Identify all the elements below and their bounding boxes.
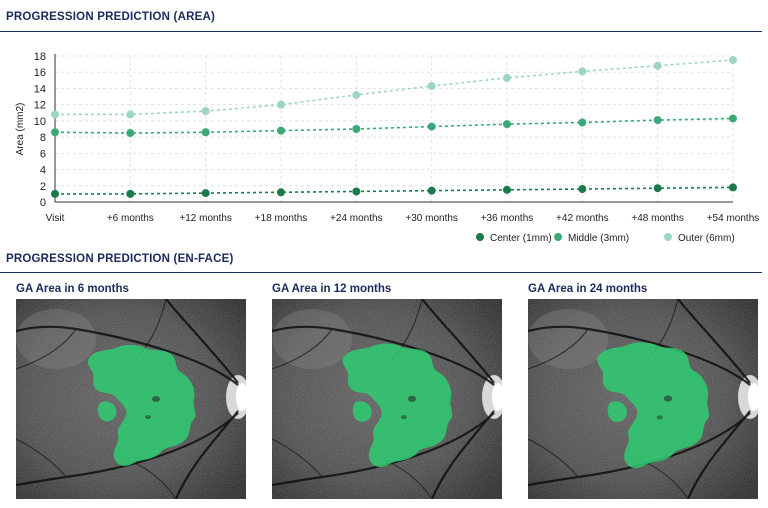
data-point	[352, 125, 361, 133]
data-point	[277, 100, 285, 109]
ga-lesion-overlay	[342, 343, 453, 468]
ga-lesion-overlay	[87, 344, 196, 466]
series-line	[54, 117, 734, 134]
legend-marker	[476, 233, 484, 241]
data-point	[126, 129, 135, 138]
section-divider	[0, 31, 762, 32]
x-tick-label: +42 months	[556, 213, 609, 224]
data-point	[653, 116, 662, 125]
y-axis-label: Area (mm2)	[15, 103, 26, 156]
data-point	[503, 120, 511, 129]
legend-marker	[664, 233, 672, 241]
data-point	[51, 110, 59, 119]
fundus-image	[272, 299, 502, 499]
panel-title: GA Area in 24 months	[528, 283, 648, 295]
x-tick-label: +30 months	[405, 213, 458, 224]
y-tick-label: 14	[34, 83, 46, 95]
data-point	[503, 73, 511, 82]
series-line	[55, 59, 734, 116]
data-point	[201, 107, 210, 116]
data-point	[427, 82, 436, 91]
data-point	[126, 189, 135, 198]
legend-label: Middle (3mm)	[568, 233, 629, 244]
enface-panel-12-months: GA Area in 12 months	[272, 283, 504, 499]
panel-title: GA Area in 12 months	[272, 283, 392, 295]
enface-panel-6-months: GA Area in 6 months	[16, 283, 248, 499]
x-tick-label: +12 months	[179, 213, 232, 224]
data-point	[201, 128, 210, 137]
data-point	[277, 126, 285, 135]
x-tick-label: +48 months	[631, 213, 684, 224]
fundus-image	[16, 299, 246, 499]
panel-title: GA Area in 6 months	[16, 283, 129, 295]
data-point	[729, 183, 737, 192]
y-tick-label: 0	[40, 197, 46, 209]
y-tick-label: 18	[34, 51, 46, 63]
y-tick-label: 4	[40, 165, 46, 177]
data-point	[503, 185, 511, 194]
y-tick-label: 2	[40, 181, 46, 193]
x-tick-label: +18 months	[255, 213, 308, 224]
section-divider	[0, 272, 762, 273]
data-point	[729, 114, 737, 123]
data-point	[653, 61, 662, 70]
data-point	[427, 122, 436, 131]
y-tick-label: 12	[34, 100, 46, 112]
section-title-area: PROGRESSION PREDICTION (AREA)	[6, 11, 215, 23]
y-tick-label: 6	[40, 148, 46, 160]
data-point	[126, 110, 135, 119]
x-tick-label: +54 months	[707, 213, 760, 224]
data-point	[729, 56, 737, 65]
x-tick-label: +36 months	[481, 213, 534, 224]
legend-marker	[554, 233, 562, 241]
section-title-enface: PROGRESSION PREDICTION (EN-FACE)	[6, 253, 234, 265]
data-point	[578, 185, 587, 194]
data-point	[653, 184, 662, 193]
data-point	[578, 67, 587, 76]
y-tick-label: 8	[40, 132, 46, 144]
y-tick-label: 10	[34, 116, 46, 128]
area-progression-chart: 0 2 4 6 8 10 12 14 16 18 Visit +6 months +12 months +…	[15, 51, 760, 244]
data-point	[352, 187, 361, 196]
x-tick-label: +24 months	[330, 213, 383, 224]
x-tick-label: Visit	[46, 213, 65, 224]
data-point	[51, 189, 59, 198]
legend-label: Center (1mm)	[490, 233, 552, 244]
legend-label: Outer (6mm)	[678, 233, 735, 244]
data-point	[427, 186, 436, 195]
data-point	[352, 90, 361, 99]
series-line	[55, 186, 734, 195]
x-tick-label: +6 months	[107, 213, 154, 224]
data-point	[201, 189, 210, 198]
data-point	[51, 128, 59, 137]
fundus-image	[528, 299, 758, 499]
data-point	[277, 188, 285, 197]
ga-lesion-overlay	[597, 342, 710, 469]
enface-panel-24-months: GA Area in 24 months	[528, 283, 760, 499]
y-tick-label: 16	[34, 67, 46, 79]
data-point	[578, 118, 587, 127]
